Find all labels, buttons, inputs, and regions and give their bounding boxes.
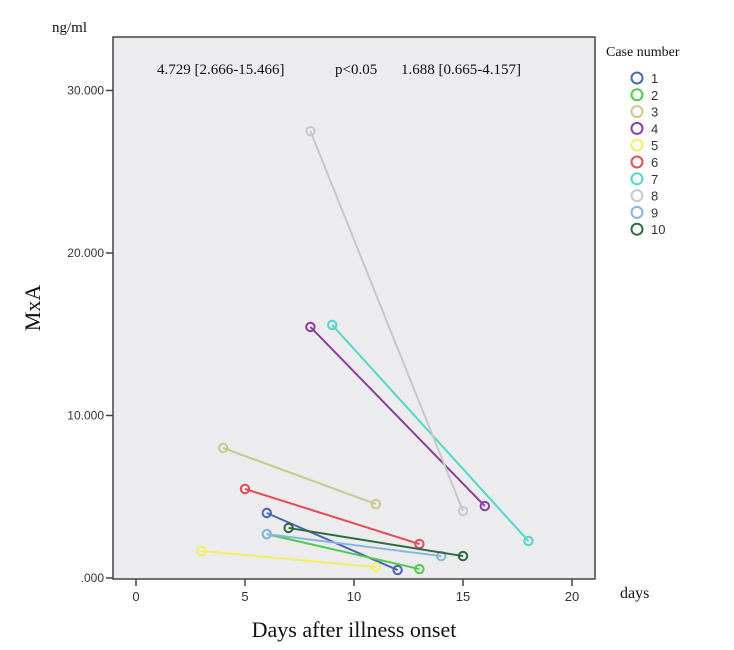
y-tick-label: 10.000: [67, 409, 104, 423]
legend-item-case-8: 8: [630, 189, 658, 204]
annotation-right: 1.688 [0.665-4.157]: [401, 62, 521, 78]
series-case-10: [283, 522, 469, 562]
data-point-case-7-first: [327, 319, 338, 331]
series-case-3: [218, 442, 381, 510]
series-line-case-4: [309, 326, 486, 507]
data-point-case-7-second: [523, 535, 534, 547]
data-point-case-4-first: [305, 321, 316, 333]
data-point-case-10-first: [283, 522, 294, 534]
series-case-4: [305, 321, 490, 512]
data-point-case-5-first: [196, 545, 207, 557]
data-point-case-1-second: [392, 564, 403, 576]
legend-marker-icon: [630, 121, 644, 135]
legend-marker-icon: [630, 222, 644, 236]
legend: 1 2 34 5 6 7 89 10: [630, 71, 665, 237]
data-point-case-3-first: [218, 442, 229, 454]
series-line-case-2: [266, 533, 420, 571]
plot-area: [112, 36, 596, 580]
y-axis-title: MxA: [20, 285, 45, 332]
legend-label: 8: [651, 189, 658, 204]
series-line-case-5: [201, 550, 376, 568]
series-layer: [196, 125, 534, 576]
data-point-case-5-second: [370, 561, 381, 573]
legend-marker-icon: [630, 155, 644, 169]
x-tick-label: 10: [347, 589, 361, 604]
data-point-case-8-second: [457, 505, 469, 517]
legend-item-case-10: 10: [630, 222, 665, 237]
legend-marker-icon: [630, 189, 644, 203]
series-line-case-10: [288, 526, 464, 558]
x-tick-label: 20: [565, 589, 579, 604]
series-case-8: [305, 125, 469, 517]
data-point-case-2-second: [414, 563, 425, 575]
legend-item-case-3: 3: [630, 105, 658, 120]
x-tick-label: 5: [241, 589, 248, 604]
y-unit-label: ng/ml: [52, 20, 87, 36]
legend-label: 3: [651, 105, 658, 120]
legend-marker-icon: [630, 105, 644, 119]
series-case-5: [196, 545, 381, 573]
legend-marker-icon: [630, 138, 644, 152]
legend-label: 9: [651, 205, 658, 220]
y-tick-label: .000: [81, 571, 105, 585]
legend-marker-icon: [630, 172, 644, 186]
legend-title: Case number: [606, 45, 680, 60]
legend-item-case-1: 1: [630, 71, 658, 86]
series-line-case-6: [244, 487, 420, 545]
legend-label: 2: [651, 88, 658, 103]
series-line-case-3: [222, 447, 377, 506]
legend-item-case-4: 4: [630, 121, 658, 136]
legend-label: 6: [651, 155, 658, 170]
legend-marker-icon: [630, 88, 644, 102]
y-tick-label: 20.000: [67, 246, 104, 260]
data-point-case-9-first: [261, 528, 272, 540]
legend-item-case-7: 7: [630, 172, 658, 187]
legend-item-case-6: 6: [630, 155, 658, 170]
annotation-left: 4.729 [2.666-15.466]: [157, 62, 285, 78]
x-axis-title: Days after illness onset: [252, 617, 457, 642]
series-line-case-7: [331, 324, 530, 542]
legend-label: 10: [651, 222, 665, 237]
data-point-case-3-second: [370, 498, 381, 510]
legend-label: 4: [651, 121, 658, 136]
data-point-case-10-second: [457, 550, 469, 562]
legend-label: 1: [651, 71, 658, 86]
x-tick-label: 0: [132, 589, 139, 604]
x-unit-label: days: [620, 585, 649, 602]
legend-label: 7: [651, 172, 658, 187]
legend-item-case-5: 5: [630, 138, 658, 153]
y-tick-label: 30.000: [67, 84, 104, 98]
data-point-case-4-second: [479, 500, 490, 512]
legend-item-case-2: 2: [630, 88, 658, 103]
x-tick-label: 15: [456, 589, 470, 604]
data-point-case-1-first: [261, 507, 272, 519]
legend-marker-icon: [630, 205, 644, 219]
legend-label: 5: [651, 138, 658, 153]
legend-item-case-9: 9: [630, 205, 658, 220]
data-point-case-8-first: [305, 125, 316, 137]
series-line-case-8: [309, 130, 464, 512]
data-point-case-6-first: [239, 483, 251, 495]
series-case-7: [327, 319, 534, 547]
series-line-case-9: [266, 533, 442, 558]
legend-marker-icon: [630, 71, 644, 85]
annotation-middle: p<0.05: [335, 62, 377, 78]
